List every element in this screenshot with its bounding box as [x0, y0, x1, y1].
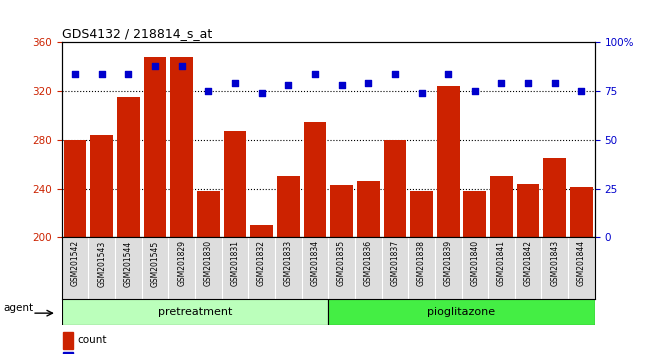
Point	[124, 71, 134, 76]
Bar	[384, 140, 406, 237]
Text: GSM201831: GSM201831	[231, 240, 239, 286]
Text: GSM201829: GSM201829	[177, 240, 186, 286]
Bar	[463, 191, 486, 237]
Text: GSM201840: GSM201840	[471, 240, 479, 286]
Point	[70, 71, 81, 76]
Point	[337, 82, 347, 88]
Bar	[170, 57, 193, 237]
Text: GSM201836: GSM201836	[364, 240, 372, 286]
Bar	[64, 140, 86, 237]
Text: GSM201843: GSM201843	[551, 240, 559, 286]
Bar	[330, 185, 353, 237]
Text: GSM201542: GSM201542	[71, 240, 79, 286]
Text: GSM201835: GSM201835	[337, 240, 346, 286]
Bar	[490, 176, 513, 237]
Bar	[543, 158, 566, 237]
Text: GSM201833: GSM201833	[284, 240, 292, 286]
Bar	[304, 121, 326, 237]
Bar	[144, 57, 166, 237]
Bar	[437, 86, 460, 237]
Text: GSM201543: GSM201543	[98, 240, 106, 286]
Text: pioglitazone: pioglitazone	[428, 307, 495, 317]
Bar	[63, 332, 73, 349]
Bar	[197, 191, 220, 237]
Text: agent: agent	[3, 303, 33, 313]
Text: GSM201830: GSM201830	[204, 240, 213, 286]
Point	[96, 71, 107, 76]
Point	[203, 88, 213, 94]
Bar	[357, 181, 380, 237]
Text: GSM201844: GSM201844	[577, 240, 586, 286]
Point	[550, 80, 560, 86]
Point	[363, 80, 373, 86]
Point	[523, 80, 533, 86]
Text: GSM201838: GSM201838	[417, 240, 426, 286]
Bar	[90, 135, 113, 237]
Text: GSM201834: GSM201834	[311, 240, 319, 286]
Text: GSM201841: GSM201841	[497, 240, 506, 286]
Point	[443, 71, 454, 76]
Bar	[62, 299, 328, 325]
Point	[177, 63, 187, 69]
Point	[577, 88, 587, 94]
Text: GSM201545: GSM201545	[151, 240, 159, 286]
Text: pretreatment: pretreatment	[158, 307, 232, 317]
Point	[230, 80, 240, 86]
Text: GSM201842: GSM201842	[524, 240, 532, 286]
Point	[283, 82, 294, 88]
Bar	[410, 191, 433, 237]
Text: GSM201839: GSM201839	[444, 240, 452, 286]
Bar	[63, 352, 73, 354]
Bar	[117, 97, 140, 237]
Bar	[250, 225, 273, 237]
Text: GSM201544: GSM201544	[124, 240, 133, 286]
Point	[150, 63, 161, 69]
Text: count: count	[78, 336, 107, 346]
Bar	[570, 187, 593, 237]
Point	[417, 90, 427, 96]
Point	[310, 71, 320, 76]
Bar	[517, 184, 540, 237]
Bar	[224, 131, 246, 237]
Point	[256, 90, 267, 96]
Text: GDS4132 / 218814_s_at: GDS4132 / 218814_s_at	[62, 27, 212, 40]
Bar	[328, 299, 595, 325]
Point	[469, 88, 480, 94]
Point	[390, 71, 400, 76]
Bar	[277, 176, 300, 237]
Point	[497, 80, 507, 86]
Text: GSM201832: GSM201832	[257, 240, 266, 286]
Text: GSM201837: GSM201837	[391, 240, 399, 286]
